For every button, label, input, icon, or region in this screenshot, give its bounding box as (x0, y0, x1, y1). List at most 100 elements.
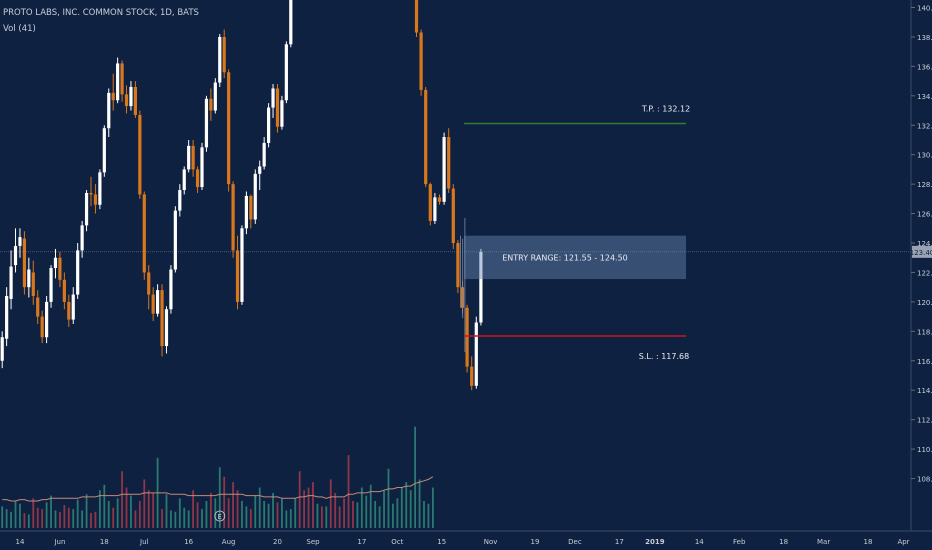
volume-bar (223, 476, 226, 528)
candle-body (18, 237, 22, 246)
x-tick-label: 19 (531, 538, 540, 546)
x-tick-label: 20 (273, 538, 282, 546)
candle-body (116, 63, 120, 101)
volume-bar (45, 502, 48, 528)
volume-bar (405, 482, 408, 528)
volume-bar (116, 498, 119, 528)
volume-bar (294, 498, 297, 528)
candle-body (200, 147, 204, 188)
volume-bar (232, 482, 234, 528)
volume-bar (272, 492, 274, 528)
candle-body (5, 296, 9, 339)
y-tick-label: 108.00 (917, 476, 932, 484)
candle-body (111, 92, 115, 101)
volume-bar (392, 503, 394, 528)
x-tick-label: 18 (100, 538, 109, 546)
volume-bar (334, 492, 337, 528)
volume-bar (147, 490, 150, 528)
candle-body (456, 243, 460, 288)
x-tick-label: 16 (184, 538, 193, 546)
candle-body (218, 36, 222, 83)
volume-bar (54, 510, 57, 528)
volume-bar (423, 501, 425, 528)
candle-body (442, 137, 446, 202)
y-tick-label: 126.00 (917, 211, 932, 219)
volume-bar (400, 487, 403, 528)
candle-body (209, 98, 213, 111)
volume-bar (307, 487, 310, 528)
volume-bar (152, 492, 155, 528)
candle-body (275, 88, 280, 127)
volume-bar (254, 495, 257, 528)
volume-bar (365, 495, 368, 528)
candle-body (280, 100, 284, 127)
candle-body (142, 194, 146, 273)
volume-bar (360, 487, 363, 528)
volume-bar (205, 501, 208, 528)
volume-bar (98, 490, 101, 528)
volume-bar (325, 506, 328, 528)
candle-body (138, 114, 142, 195)
candle-body (58, 257, 62, 280)
earnings-event-marker[interactable] (214, 510, 226, 522)
candle-body (258, 166, 262, 174)
candle-body (133, 86, 137, 115)
y-tick-label: 136.00 (917, 63, 932, 71)
candle-body (213, 82, 217, 111)
y-tick-label: 132.00 (917, 122, 932, 130)
volume-bar (201, 509, 203, 528)
x-tick-label: Nov (484, 538, 498, 546)
volume-ma-line (2, 476, 434, 502)
volume-bar (107, 501, 110, 528)
volume-bar (10, 511, 12, 528)
candle-body (62, 279, 66, 302)
entry-range-box[interactable] (464, 235, 686, 280)
candle-body (27, 269, 31, 288)
x-tick-label: Oct (391, 538, 403, 546)
y-tick-label: 112.00 (917, 417, 932, 425)
volume-bar (36, 507, 39, 528)
y-tick-label: 128.00 (917, 181, 932, 189)
volume-bar (14, 501, 17, 528)
volume-bar (396, 498, 399, 528)
candle-body (31, 272, 35, 297)
y-tick-label: 122.00 (917, 269, 932, 277)
candle-body (49, 268, 53, 302)
volume-bar (338, 506, 341, 528)
volume-bar (59, 511, 61, 528)
candle-body (428, 184, 432, 221)
candle-body (271, 88, 275, 108)
candle-body (0, 337, 4, 361)
candle-body (9, 266, 13, 299)
candle-body (129, 86, 133, 107)
volume-bar (263, 501, 266, 528)
volume-bar (5, 509, 8, 528)
candle-body (474, 322, 478, 386)
volume-bar (258, 487, 261, 528)
candle-body (284, 44, 288, 101)
candle-body (120, 63, 124, 95)
y-tick-label: 114.00 (917, 387, 932, 395)
volume-bar (276, 502, 279, 528)
x-tick-label: Aug (222, 538, 236, 546)
x-tick-label: Sep (306, 538, 320, 546)
candle-body (102, 128, 106, 173)
candle-body (424, 89, 428, 185)
volume-bar (143, 479, 146, 528)
volume-bar (183, 507, 186, 528)
volume-bar (170, 510, 172, 528)
candle-body (465, 307, 469, 367)
volume-bar (19, 503, 21, 528)
volume-bar (312, 482, 314, 528)
x-tick-label: 2019 (645, 538, 665, 546)
volume-bar (174, 511, 177, 528)
candle-body (262, 142, 266, 167)
volume-bar (320, 506, 323, 528)
volume-bar (298, 471, 301, 528)
volume-bar (316, 503, 319, 528)
take-profit-label: T.P. : 132.12 (641, 104, 690, 113)
candle-body (67, 301, 71, 320)
